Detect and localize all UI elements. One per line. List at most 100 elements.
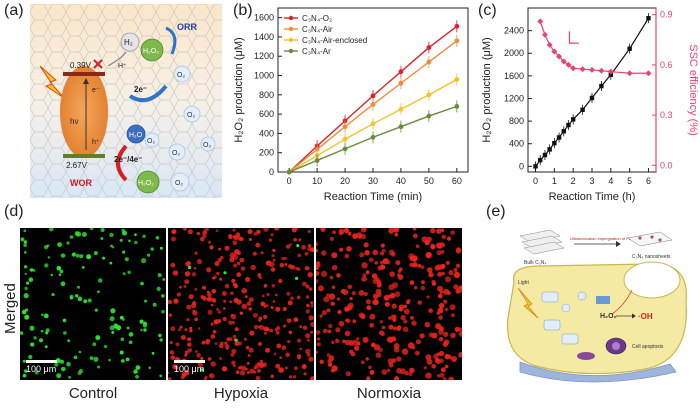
cell-dot: [282, 307, 287, 311]
cell-dot: [179, 325, 183, 329]
cell-dot: [391, 358, 397, 363]
cell-dot: [421, 280, 425, 285]
cell-dot: [414, 286, 418, 290]
cell-dot: [369, 370, 375, 375]
cell-dot: [224, 341, 228, 345]
cell-dot: [252, 312, 258, 318]
cell-dot: [326, 308, 331, 313]
cell-dot: [220, 255, 224, 260]
cell-dot: [29, 268, 34, 272]
cell-dot: [406, 300, 410, 305]
cell-dot: [62, 318, 67, 323]
efficiency-point: [598, 67, 605, 74]
cell-dot: [116, 325, 122, 331]
conduction-band: [63, 72, 105, 76]
data-point: [454, 104, 460, 109]
cell-dot: [270, 233, 274, 237]
cell-dot: [171, 236, 176, 242]
cell-dot: [380, 331, 385, 337]
nanosheet-icon: [627, 231, 673, 247]
wor-arrow: [116, 144, 128, 182]
cell-dot: [44, 263, 49, 268]
cell-dot: [389, 271, 395, 277]
cell-dot: [302, 325, 308, 331]
cell-dot: [303, 372, 307, 376]
cell-dot: [258, 319, 262, 322]
cell-dot: [187, 342, 192, 347]
cell-dot: [200, 295, 205, 299]
cell-dot: [397, 269, 402, 273]
cell-dot: [430, 228, 436, 234]
cell-dot: [175, 342, 180, 347]
cell-dot: [89, 228, 94, 231]
cell-dot: [28, 354, 33, 360]
cell-dot: [50, 273, 53, 277]
y-tick-label: 1200: [504, 93, 524, 103]
cell-dot: [380, 264, 386, 270]
y2-tick-label: 0.6: [660, 60, 673, 70]
cell-dot: [453, 271, 461, 279]
h2o2-top-label: H₂O₂: [143, 48, 159, 55]
y-tick-label: 200: [259, 148, 274, 158]
cell-dot: [253, 370, 257, 374]
cell-dot: [263, 228, 269, 232]
cell-dot: [412, 262, 418, 268]
cell-dot: [232, 235, 236, 239]
legend-label: C₃N₄-Air-enclosed: [302, 36, 367, 45]
y-tick-label: 0: [519, 161, 524, 171]
cell-dot: [140, 328, 143, 332]
cell-dot: [168, 377, 172, 380]
cell-dot: [162, 278, 166, 281]
data-point: [286, 169, 292, 175]
cell-dot: [214, 261, 220, 267]
excitation-arrow-head: [83, 78, 89, 84]
cell-dot: [287, 300, 293, 306]
cell-dot: [409, 367, 415, 374]
cell-dot: [229, 257, 235, 263]
cell-dot: [241, 303, 248, 310]
data-point: [370, 102, 376, 107]
cell-dot: [253, 324, 259, 330]
cell-dot: [134, 240, 138, 245]
cell-dot: [354, 345, 360, 351]
cell-dot: [301, 244, 307, 250]
cell-dot: [120, 337, 125, 342]
cell-dot: [278, 367, 284, 373]
cell-dot: [336, 297, 341, 301]
cell-dot: [337, 309, 342, 315]
cell-dot: [316, 279, 319, 284]
cell-dot: [23, 243, 27, 247]
efficiency-point: [556, 53, 563, 60]
cell-dot: [81, 265, 85, 269]
cell-dot: [450, 313, 455, 318]
wor-label: WOR: [70, 178, 92, 188]
cell-dot: [444, 276, 452, 283]
cell-dot: [272, 300, 276, 303]
scale-label: 100 μm: [26, 364, 57, 374]
cell-dot: [249, 238, 252, 241]
cell-dot: [412, 228, 417, 231]
cell-dot: [256, 229, 261, 235]
cell-dot: [440, 367, 446, 373]
o2-label: O₂: [147, 138, 155, 145]
cell-dot: [59, 359, 65, 364]
cell-dot: [147, 253, 151, 257]
cell-dot: [361, 276, 367, 282]
merged-row-label: Merged: [2, 283, 19, 334]
cell-dot: [231, 278, 236, 283]
cell-dot: [321, 250, 327, 256]
production-point: [533, 164, 538, 169]
cell-dot: [331, 302, 335, 306]
efficiency-point: [570, 65, 577, 72]
cell-dot: [176, 292, 182, 297]
cell-dot: [22, 359, 26, 363]
cell-dot: [297, 338, 302, 343]
cell-dot: [443, 299, 448, 304]
cell-dot: [276, 343, 282, 349]
cell-dot: [275, 363, 281, 369]
bulk-c3n4-sheets: [519, 229, 565, 255]
cell-dot: [248, 307, 252, 311]
cell-dot: [371, 342, 376, 348]
cell-dot: [441, 271, 445, 276]
efficiency-point: [579, 66, 586, 73]
